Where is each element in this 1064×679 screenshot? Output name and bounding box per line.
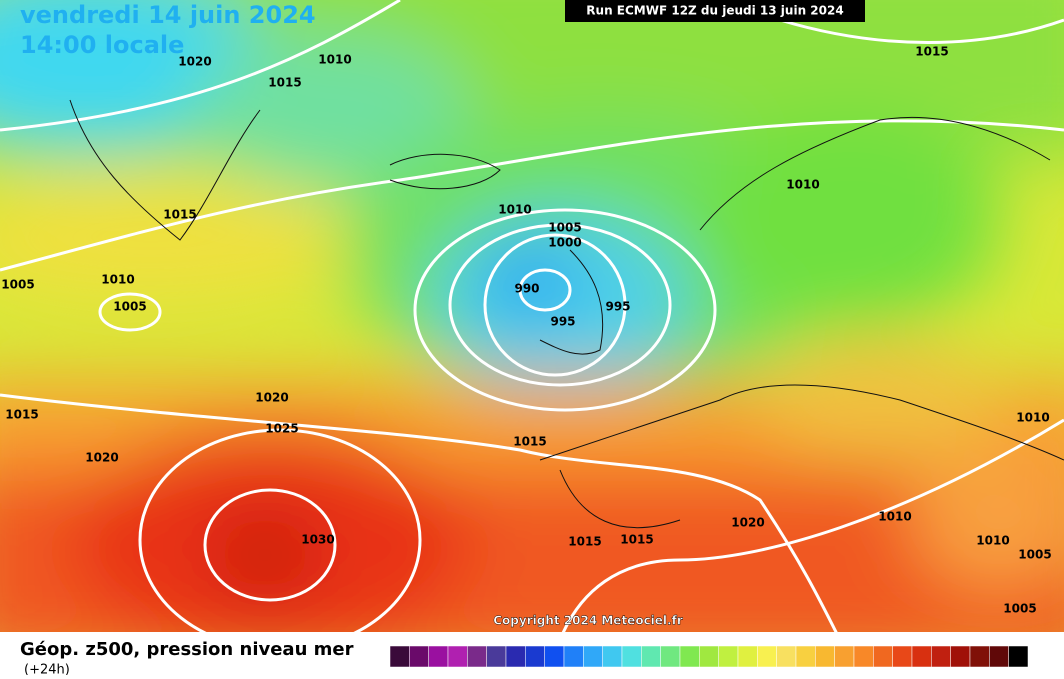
isobar-label: 1015 <box>513 435 546 449</box>
isobar-label: 1010 <box>1016 411 1049 425</box>
isobar-label: 1015 <box>915 45 948 59</box>
isobar-label: 1015 <box>568 535 601 549</box>
color-scale <box>389 645 1029 668</box>
swatch <box>467 645 487 668</box>
swatch <box>641 645 661 668</box>
isobar-label: 1020 <box>255 391 288 405</box>
isobar-label: 1020 <box>85 451 118 465</box>
swatch <box>447 645 468 668</box>
swatch <box>989 645 1009 668</box>
isobar-label: 1010 <box>318 53 351 67</box>
swatch <box>583 645 603 668</box>
swatch <box>660 645 681 668</box>
swatch <box>931 645 951 668</box>
swatch <box>718 645 739 668</box>
run-box <box>565 0 865 22</box>
swatch <box>776 645 797 668</box>
swatch <box>602 645 623 668</box>
swatch <box>389 645 410 668</box>
isobar-label: 990 <box>514 282 539 296</box>
isobar-label: 1010 <box>976 534 1009 548</box>
copyright: Copyright 2024 Meteociel.fr <box>493 614 683 628</box>
legend-lead: (+24h) <box>24 663 70 676</box>
isobar-label: 1005 <box>1 278 34 292</box>
legend-caption: Géop. z500, pression niveau mer <box>20 639 354 660</box>
isobar-label: 1010 <box>498 203 531 217</box>
coastlines <box>69 99 1064 529</box>
isobar-label: 995 <box>550 315 575 329</box>
swatch <box>969 645 990 668</box>
swatch <box>679 645 700 668</box>
isobar-label: 1015 <box>163 208 196 222</box>
swatch <box>873 645 893 668</box>
swatch <box>737 645 758 668</box>
swatch <box>892 645 913 668</box>
swatch <box>505 645 526 668</box>
swatch <box>486 645 507 668</box>
swatch <box>544 645 565 668</box>
isobar-label: 1020 <box>731 516 764 530</box>
swatch <box>815 645 835 668</box>
swatch <box>834 645 855 668</box>
isobar-label: 1010 <box>786 178 819 192</box>
swatch <box>853 645 874 668</box>
swatch <box>911 645 932 668</box>
swatch <box>795 645 816 668</box>
isobars <box>0 0 1064 632</box>
swatch <box>563 645 584 668</box>
swatch <box>525 645 545 668</box>
swatch <box>621 645 642 668</box>
swatch <box>428 645 449 668</box>
isobar-label: 1005 <box>548 221 581 235</box>
time: 14:00 locale <box>20 31 184 59</box>
isobar-label: 1015 <box>268 76 301 90</box>
isobar-label: 1015 <box>620 533 653 547</box>
isobar-label: 1005 <box>1018 548 1051 562</box>
swatch <box>699 645 719 668</box>
swatch <box>1008 645 1029 668</box>
swatch <box>757 645 777 668</box>
run: Run ECMWF 12Z du jeudi 13 juin 2024 <box>586 4 843 18</box>
isobar-label: 1000 <box>548 236 581 250</box>
isobar-label: 1005 <box>1003 602 1036 616</box>
isobar-label: 995 <box>605 300 630 314</box>
isobar-label: 1020 <box>178 55 211 69</box>
isobar-label: 1030 <box>301 533 334 547</box>
swatch <box>409 645 429 668</box>
isobar-label: 1005 <box>113 300 146 314</box>
isobar-label: 1025 <box>265 422 298 436</box>
isobar-label: 1015 <box>5 408 38 422</box>
date: vendredi 14 juin 2024 <box>20 1 316 29</box>
swatch <box>950 645 971 668</box>
isobar-label: 1010 <box>878 510 911 524</box>
isobar-label: 1010 <box>101 273 134 287</box>
